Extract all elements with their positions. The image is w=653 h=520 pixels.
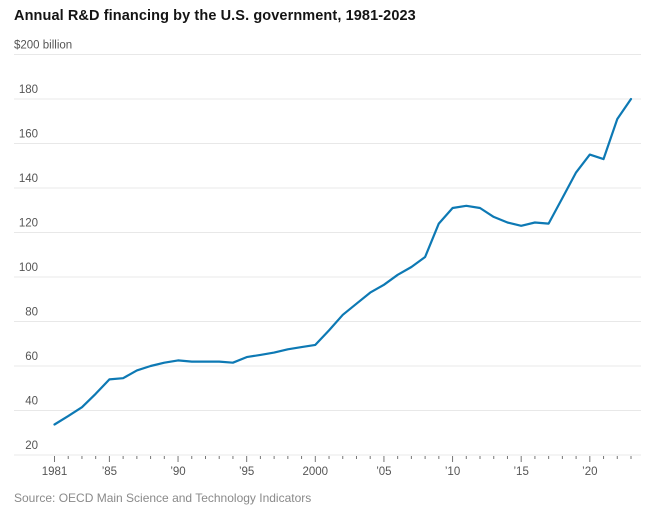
x-axis-label: 2000 <box>303 466 329 478</box>
x-axis-label: ’95 <box>239 466 254 478</box>
y-axis-label: 60 <box>25 351 38 363</box>
chart-title: Annual R&D financing by the U.S. governm… <box>14 8 416 24</box>
rd-financing-line <box>53 97 633 426</box>
y-axis-label: 140 <box>19 173 38 185</box>
y-axis-label: 20 <box>25 440 38 452</box>
y-axis-label: 180 <box>19 84 38 96</box>
x-axis-label: ’90 <box>170 466 185 478</box>
x-axis-label: ’85 <box>102 466 117 478</box>
y-axis-label: 120 <box>19 218 38 230</box>
y-axis-label: 160 <box>19 129 38 141</box>
x-axis-label: ’20 <box>582 466 597 478</box>
y-axis-label: 80 <box>25 307 38 319</box>
x-axis-label: 1981 <box>42 466 68 478</box>
x-axis-label: ’10 <box>445 466 460 478</box>
y-axis-label: 100 <box>19 262 38 274</box>
y-axis-label: 40 <box>25 396 38 408</box>
x-axis-label: ’05 <box>376 466 391 478</box>
source-note: Source: OECD Main Science and Technology… <box>14 491 312 505</box>
y-axis-label: $200 billion <box>14 40 72 52</box>
x-axis-label: ’15 <box>514 466 529 478</box>
